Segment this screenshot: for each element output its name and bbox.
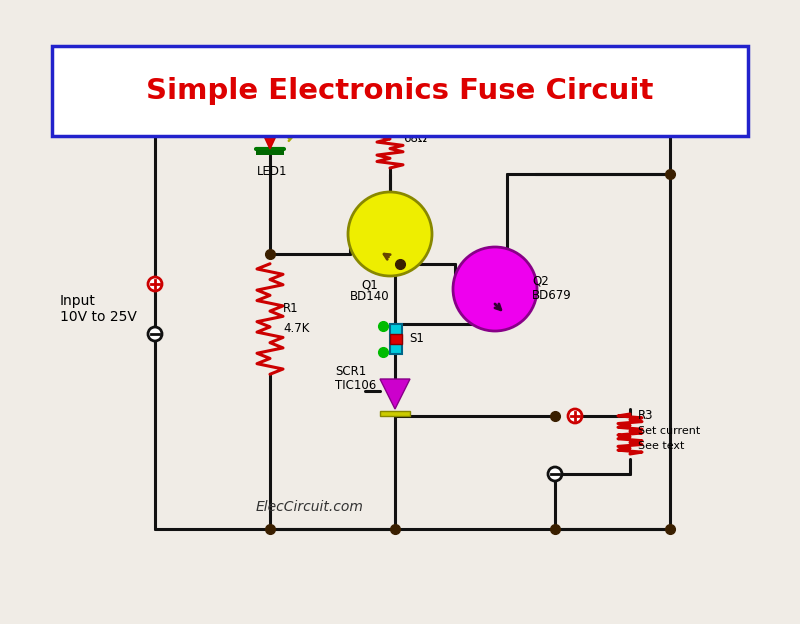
Text: See text: See text	[638, 441, 684, 451]
Polygon shape	[380, 379, 410, 409]
Circle shape	[568, 409, 582, 423]
Text: ElecCircuit.com: ElecCircuit.com	[256, 500, 364, 514]
Bar	[390, 334, 402, 344]
Circle shape	[453, 247, 537, 331]
Bar	[390, 324, 402, 354]
Text: R1: R1	[283, 303, 298, 316]
Text: 10V to 25V: 10V to 25V	[60, 310, 137, 324]
Text: Output: Output	[680, 73, 723, 86]
Text: Input: Input	[60, 294, 96, 308]
Text: TIC106: TIC106	[335, 379, 376, 392]
Text: LED1: LED1	[257, 165, 287, 178]
Circle shape	[548, 467, 562, 481]
Text: R3: R3	[638, 409, 654, 422]
Bar	[256, 150, 284, 155]
Text: BD679: BD679	[532, 289, 572, 302]
Circle shape	[348, 192, 432, 276]
Text: 68Ω: 68Ω	[403, 132, 427, 145]
Text: To Load: To Load	[680, 102, 727, 115]
Text: 4.7K: 4.7K	[283, 323, 310, 336]
FancyBboxPatch shape	[52, 46, 748, 136]
Text: S1: S1	[409, 333, 424, 346]
Text: R2: R2	[403, 115, 418, 129]
Circle shape	[663, 87, 677, 101]
Circle shape	[148, 327, 162, 341]
Text: SCR1: SCR1	[335, 365, 366, 378]
Polygon shape	[256, 119, 284, 149]
Text: Q2: Q2	[532, 274, 549, 287]
Text: Set current: Set current	[638, 426, 700, 436]
Text: Q1: Q1	[362, 278, 378, 291]
Bar	[380, 411, 410, 416]
Text: Simple Electronics Fuse Circuit: Simple Electronics Fuse Circuit	[146, 77, 654, 105]
Circle shape	[148, 277, 162, 291]
Text: BD140: BD140	[350, 290, 390, 303]
